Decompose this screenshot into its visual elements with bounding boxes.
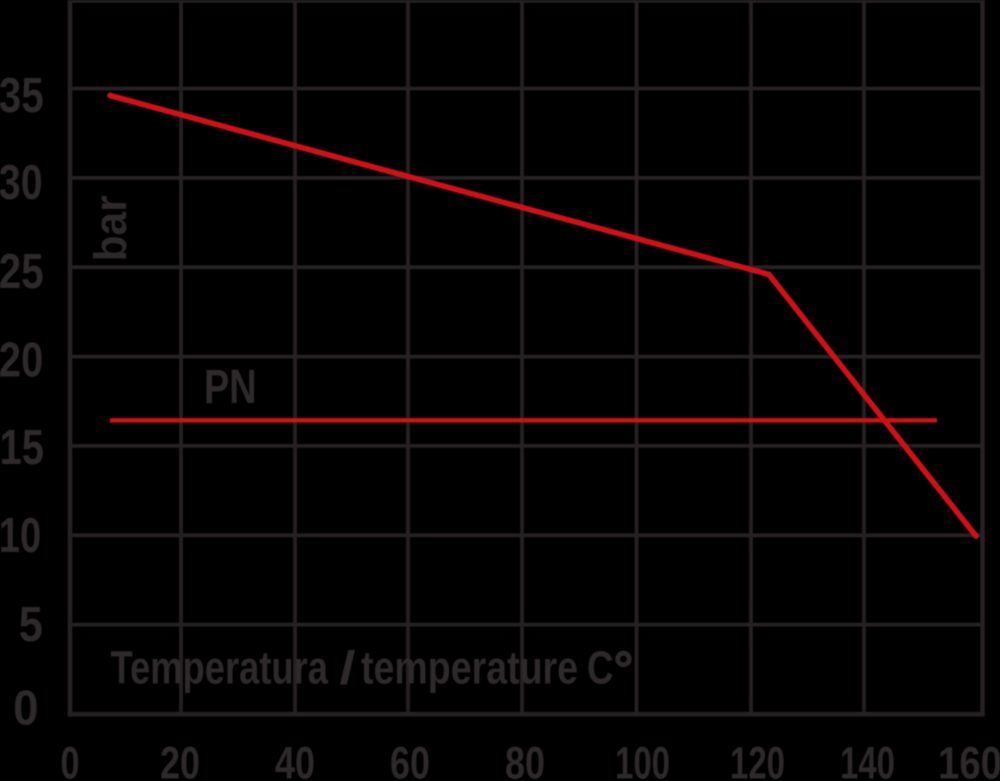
svg-text:120: 120 (730, 738, 785, 781)
svg-text:60: 60 (390, 738, 430, 781)
svg-text:10: 10 (0, 509, 41, 563)
svg-text:15: 15 (0, 421, 44, 475)
svg-text:160: 160 (938, 738, 1000, 781)
svg-text:/: / (340, 642, 356, 694)
svg-text:0: 0 (13, 681, 38, 735)
svg-text:0: 0 (61, 738, 80, 781)
svg-text:temperature: temperature (361, 642, 578, 694)
svg-text:5: 5 (19, 598, 43, 652)
svg-text:40: 40 (275, 738, 315, 781)
svg-text:30: 30 (0, 156, 43, 210)
svg-text:Temperatura: Temperatura (111, 642, 329, 694)
svg-text:C: C (587, 642, 614, 694)
svg-text:35: 35 (0, 69, 44, 123)
svg-text:20: 20 (160, 738, 200, 781)
svg-text:20: 20 (0, 333, 43, 387)
svg-text:bar: bar (85, 195, 136, 261)
svg-text:25: 25 (0, 245, 44, 299)
svg-text:100: 100 (615, 738, 670, 781)
svg-text:80: 80 (505, 738, 545, 781)
svg-text:PN: PN (204, 361, 257, 414)
svg-text:140: 140 (840, 738, 895, 781)
